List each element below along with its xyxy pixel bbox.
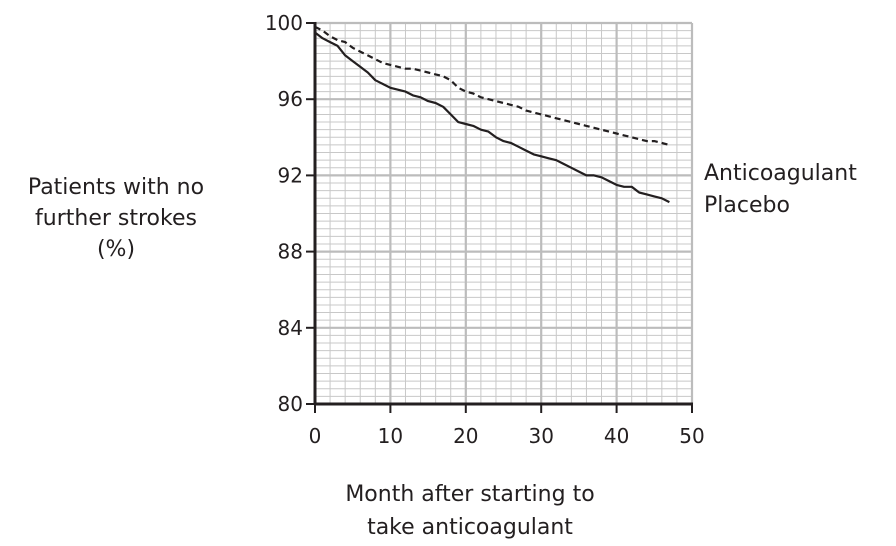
y-tick-label: 88: [278, 240, 303, 264]
x-tick-label: 0: [309, 424, 322, 448]
series-label-placebo: Placebo: [704, 193, 790, 218]
y-axis-label: Patients with no further strokes (%): [0, 172, 232, 265]
x-axis-label-line: Month after starting to: [345, 482, 595, 507]
series-line-anticoagulant: [314, 25, 670, 146]
minor-grid: [315, 23, 692, 404]
y-tick-label: 92: [278, 163, 303, 187]
major-grid: [315, 21, 694, 404]
x-tick-label: 50: [679, 424, 704, 448]
x-axis-label-line: take anticoagulant: [367, 515, 573, 540]
y-axis-label-line: (%): [96, 237, 136, 262]
y-tick-label: 96: [278, 87, 303, 111]
x-tick-label: 30: [528, 424, 553, 448]
y-tick-label: 80: [278, 392, 303, 416]
y-tick-label: 100: [265, 11, 303, 35]
series-line-placebo: [314, 31, 670, 204]
x-tick-label: 10: [378, 424, 403, 448]
series-lines: [314, 25, 670, 204]
axis-ticks: [306, 22, 693, 413]
series-labels: Anticoagulant Placebo: [704, 161, 857, 218]
x-tick-label: 20: [453, 424, 478, 448]
x-tick-label: 40: [604, 424, 629, 448]
x-axis-label: Month after starting to take anticoagula…: [300, 478, 640, 544]
y-axis-label-line: Patients with no: [27, 175, 205, 200]
axis-tick-labels: 0 10 20 30 40 50 80 84 88 92 96 100: [265, 11, 705, 448]
y-axis-label-line: further strokes: [35, 206, 197, 231]
y-tick-label: 84: [278, 316, 303, 340]
axes: [313, 22, 693, 406]
series-label-anticoagulant: Anticoagulant: [704, 161, 857, 186]
